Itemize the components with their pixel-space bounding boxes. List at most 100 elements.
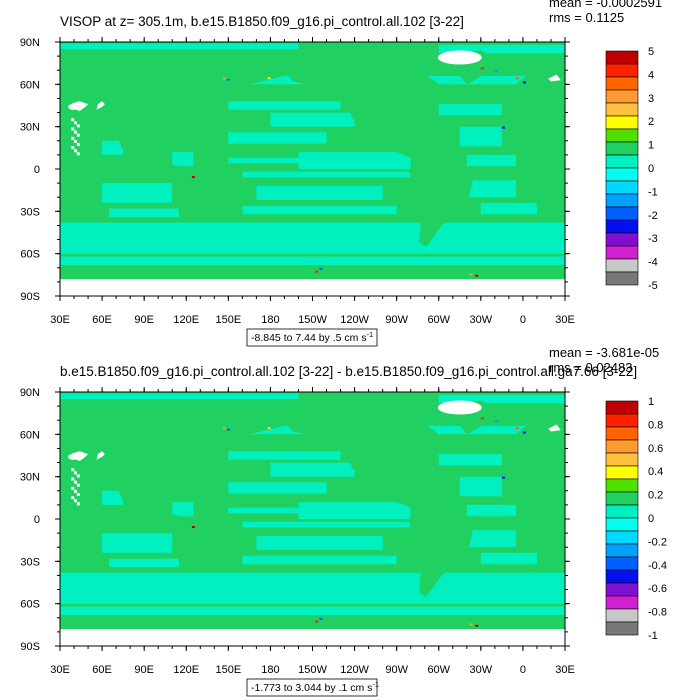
colorbar-label: -1 (648, 186, 658, 198)
masked-caspian (68, 101, 89, 112)
continent-australia (177, 533, 233, 573)
masked-cell (76, 124, 80, 128)
ocean-band (480, 552, 537, 565)
x-tick-label: 60E (92, 314, 112, 326)
x-tick-label: 60E (92, 664, 112, 676)
ocean-band (480, 202, 537, 215)
ocean-band (102, 490, 124, 505)
noise-speck (522, 81, 526, 84)
continent-eurasia (60, 60, 285, 162)
colorbar-label: 1 (648, 140, 654, 152)
colorbar-swatch (605, 478, 639, 493)
ocean-band (242, 171, 411, 178)
colorbar-swatch (605, 180, 639, 195)
range-label: -8.845 to 7.44 by .5 cm s-1 (251, 330, 373, 344)
x-tick-label: 30W (470, 664, 493, 676)
colorbar-label: 4 (648, 69, 654, 81)
x-tick-label: 90W (385, 664, 408, 676)
ocean-band (466, 530, 516, 548)
colorbar-label: -0.8 (648, 607, 667, 619)
ocean-band (242, 555, 397, 565)
x-tick-label: 180 (261, 314, 279, 326)
x-tick-label: 30E (555, 314, 575, 326)
masked-cell (71, 477, 75, 481)
x-tick-label: 120W (340, 664, 369, 676)
masked-cell (74, 471, 78, 475)
x-tick-label: 60W (427, 314, 450, 326)
colorbar-swatch (605, 154, 639, 169)
range-box (246, 328, 378, 347)
noise-speck (501, 126, 505, 129)
colorbar-label: -0.6 (648, 583, 667, 595)
continent-australia (177, 183, 233, 223)
continent-south-america (409, 153, 474, 247)
masked-baltic (548, 424, 561, 432)
masked-antarctica (60, 279, 565, 296)
noise-speck (267, 427, 271, 430)
continent-africa (60, 473, 90, 567)
chart-title: VISOP at z= 305.1m, b.e15.B1850.f09_g16.… (60, 14, 464, 29)
masked-cell (71, 146, 75, 150)
x-tick-label: 150E (215, 664, 241, 676)
colorbar-label: -1 (648, 630, 658, 642)
colorbar-label: 0 (648, 513, 654, 525)
colorbar-swatch (605, 89, 639, 104)
x-tick-label: 180 (261, 664, 279, 676)
colorbar-label: 0.6 (648, 443, 663, 455)
masked-cell (76, 133, 80, 137)
masked-cell (74, 121, 78, 125)
x-tick-label: 0 (520, 314, 526, 326)
ocean-band (459, 126, 502, 147)
y-tick-label: 90N (20, 387, 40, 399)
y-tick-label: 0 (34, 164, 40, 176)
ocean-band (228, 132, 327, 144)
range-box (246, 678, 378, 697)
masked-cell (74, 499, 78, 503)
masked-cell (76, 474, 80, 478)
colorbar: 5 4 3 2 1 0 -1 -2 -3 -4 -5 (605, 46, 658, 292)
colorbar-swatch (605, 426, 639, 441)
ocean-band (60, 393, 299, 400)
colorbar-swatch (605, 400, 639, 415)
ocean-band (228, 157, 397, 164)
x-tick-label: 90E (134, 664, 154, 676)
y-tick-label: 60S (20, 599, 40, 611)
island-indonesia (151, 161, 187, 181)
colorbar-swatch (605, 206, 639, 221)
ocean-band (438, 394, 565, 404)
masked-cell (76, 143, 80, 147)
noise-speck (319, 617, 323, 620)
masked-baltic (548, 74, 561, 82)
noise-speck (315, 270, 319, 273)
masked-cell (74, 130, 78, 134)
y-tick-label: 60N (20, 79, 40, 91)
x-tick-label: 30E (555, 664, 575, 676)
colorbar-swatch (605, 582, 639, 597)
colorbar-label: -4 (648, 257, 658, 269)
stat-mean: mean = -0.0002591 (549, 0, 662, 10)
masked-cell (71, 136, 75, 140)
range-text: -8.845 to 7.44 by .5 cm s (251, 332, 367, 344)
noise-speck (222, 427, 226, 430)
masked-cell (71, 127, 75, 131)
ocean-band (228, 101, 341, 110)
map-field (60, 42, 565, 296)
colorbar-label: 3 (648, 93, 654, 105)
ocean-band (60, 256, 565, 265)
y-tick-label: 0 (34, 514, 40, 526)
colorbar-label: 0 (648, 163, 654, 175)
x-tick-label: 120E (173, 664, 199, 676)
colorbar-swatch (605, 465, 639, 480)
masked-aral (96, 451, 105, 460)
colorbar-label: 5 (648, 46, 654, 58)
y-tick-label: 90S (20, 641, 40, 653)
colorbar-swatch (605, 452, 639, 467)
ocean-band (438, 454, 502, 466)
colorbar-swatch (605, 115, 639, 130)
ocean-band (228, 482, 327, 494)
y-tick-label: 30S (20, 206, 40, 218)
x-tick-label: 90E (134, 314, 154, 326)
y-tick-label: 90N (20, 37, 40, 49)
continent-south-america (409, 503, 474, 597)
